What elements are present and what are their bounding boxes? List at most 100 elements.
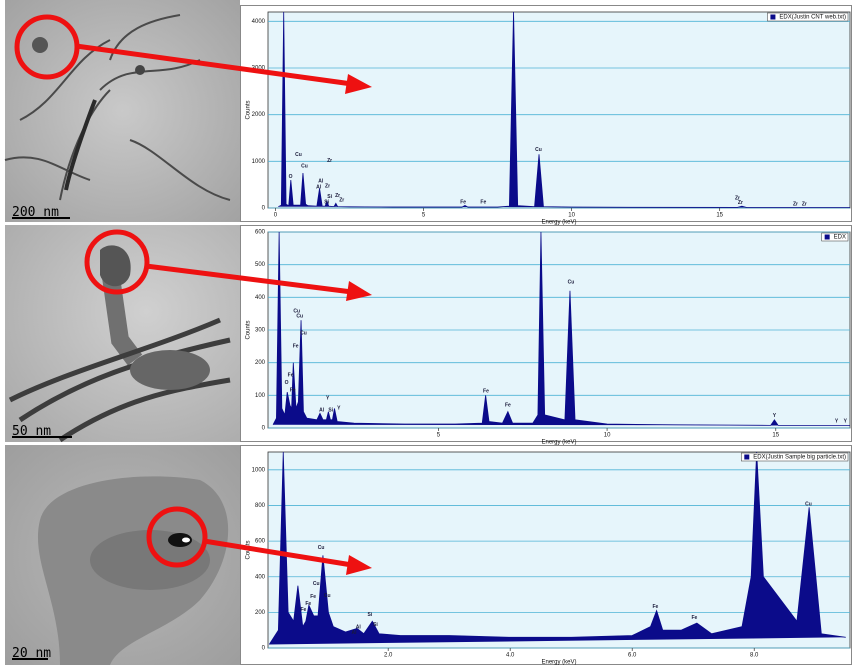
peak-label: Fe — [505, 402, 511, 408]
peak-label: Cu — [313, 581, 320, 587]
peak-label: Y — [337, 405, 341, 411]
tem-image — [5, 445, 240, 665]
legend-swatch — [824, 234, 830, 240]
x-axis-label: Energy (keV) — [541, 440, 576, 446]
x-tick-label: 6.0 — [628, 653, 637, 659]
peak-label: Si — [324, 199, 329, 205]
peak-label: Fe — [310, 594, 316, 600]
peak-label: Si — [373, 622, 378, 628]
x-axis-label: Energy (keV) — [541, 660, 576, 665]
peak-label: Fe — [692, 615, 698, 621]
peak-label: Al — [316, 184, 322, 190]
peak-label: Fe — [305, 601, 311, 607]
legend-swatch — [744, 454, 750, 460]
y-tick-label: 800 — [255, 503, 266, 509]
y-tick-label: 500 — [255, 262, 266, 268]
peak-label: Cu — [805, 502, 812, 508]
peak-label: Al — [356, 624, 362, 630]
peak-label: Al — [319, 407, 325, 413]
peak-label: Fe — [460, 199, 466, 205]
y-axis-label: Counts — [246, 320, 252, 339]
y-tick-label: 0 — [262, 206, 266, 212]
x-tick-label: 8.0 — [750, 653, 759, 659]
scale-label: 50 nm — [12, 424, 51, 439]
x-tick-label: 4.0 — [506, 653, 515, 659]
peak-label: Y — [326, 395, 330, 401]
peak-label: Fe — [483, 388, 489, 394]
legend-label: EDX(Justin Sample big particle.txt) — [753, 455, 846, 461]
spectrum — [272, 232, 850, 426]
peak-label: Zr — [335, 193, 340, 199]
peak-label: Zr — [802, 201, 807, 207]
tem-image — [4, 0, 240, 222]
peak-label: Cu — [568, 279, 575, 285]
peak-label: O — [289, 174, 293, 180]
y-axis-label: Counts — [246, 100, 252, 119]
legend-box — [767, 12, 849, 22]
callouts — [14, 14, 353, 568]
peak-label: Y — [773, 413, 777, 419]
peak-label: Cu — [296, 313, 303, 319]
peak-label: Fe — [480, 199, 486, 205]
legend-box — [741, 452, 849, 462]
peak-label: Fe — [652, 604, 658, 610]
arrowheads — [345, 74, 372, 575]
x-tick-label: 5 — [422, 213, 426, 219]
y-tick-label: 3000 — [252, 66, 266, 72]
peak-label: Al — [352, 630, 358, 636]
scale-label: 20 nm — [12, 646, 51, 661]
peak-label: Al — [318, 178, 324, 184]
peak-label: Si — [328, 407, 333, 413]
peak-label: Fe — [290, 387, 296, 393]
y-tick-label: 600 — [255, 230, 266, 236]
legend-box — [821, 232, 849, 242]
peak-label: Cu — [535, 147, 542, 153]
peak-label: Zr — [735, 195, 740, 201]
peak-label: O — [285, 380, 289, 386]
spectrum-chart: 0 1000 2000 3000 4000 0 5 10 15 Energy (keV) Count… — [240, 5, 852, 226]
x-tick-label: 10 — [604, 433, 611, 439]
x-tick-label: 2.0 — [384, 653, 393, 659]
spectrum — [278, 12, 850, 208]
legend-label: EDX(Justin CNT web.txt) — [779, 15, 846, 21]
x-tick-label: 0 — [274, 213, 278, 219]
y-tick-label: 200 — [255, 610, 266, 616]
y-tick-label: 1000 — [252, 159, 266, 165]
peak-label: Y — [835, 418, 839, 424]
y-tick-label: 300 — [255, 328, 266, 334]
x-axis-label: Energy (keV) — [541, 220, 576, 226]
y-tick-label: 600 — [255, 539, 266, 545]
legend-swatch — [770, 14, 776, 20]
scale-label: 200 nm — [12, 205, 59, 220]
y-tick-label: 0 — [262, 646, 266, 652]
peak-label: Fe — [293, 343, 299, 349]
x-tick-label: 5 — [437, 433, 441, 439]
y-tick-label: 2000 — [252, 112, 266, 118]
spectrum-chart: 0 200 400 600 800 1000 2.0 4.0 6.0 8.0 Energy (keV… — [240, 445, 852, 665]
x-tick-label: 15 — [772, 433, 779, 439]
spectrum-chart: 0 100 200 300 400 500 600 5 10 15 Energy (keV) Coun… — [240, 225, 852, 446]
peak-label: Cu — [295, 152, 302, 158]
y-tick-label: 4000 — [252, 19, 266, 25]
peak-label: Fe — [300, 607, 306, 613]
y-tick-label: 100 — [255, 393, 266, 399]
y-tick-label: 200 — [255, 360, 266, 366]
peak-label: Si — [368, 612, 373, 618]
plot-area — [267, 11, 851, 209]
peak-label: Cu — [301, 163, 308, 169]
peak-label: Y — [844, 418, 848, 424]
y-tick-label: 0 — [262, 426, 266, 432]
y-tick-label: 1000 — [252, 467, 266, 473]
peak-label: Zr — [339, 197, 344, 203]
tem-image — [5, 225, 240, 443]
peak-label: Cu — [324, 593, 331, 599]
peak-label: Zr — [793, 201, 798, 207]
peak-label: Fe — [288, 372, 294, 378]
peak-label: Cu — [318, 545, 325, 551]
peak-label: Zr — [738, 200, 743, 206]
peak-label: Zr — [327, 158, 332, 164]
peak-label: Cu — [293, 308, 300, 314]
peak-label: Zr — [325, 183, 330, 189]
